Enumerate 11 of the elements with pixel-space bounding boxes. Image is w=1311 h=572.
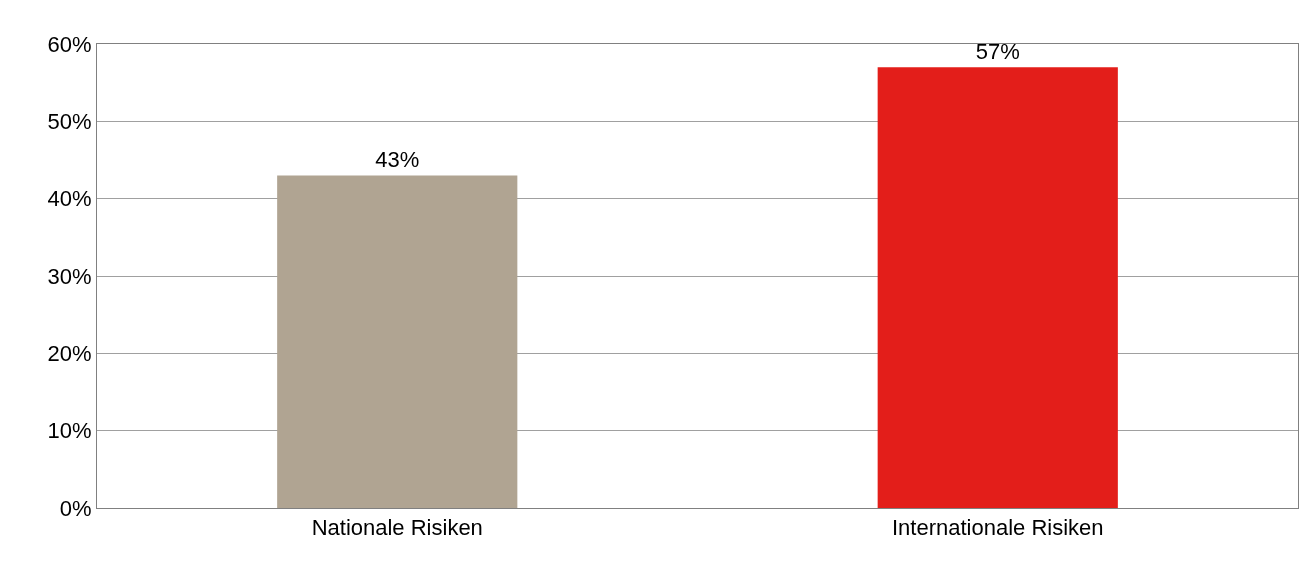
y-tick-label: 40% — [47, 186, 92, 212]
data-label: 57% — [975, 39, 1020, 65]
y-tick-label: 10% — [47, 418, 92, 444]
data-label: 43% — [375, 147, 420, 173]
x-tick-label: Internationale Risiken — [891, 515, 1104, 541]
y-tick-label: 50% — [47, 109, 92, 135]
x-tick-label: Nationale Risiken — [311, 515, 483, 541]
y-tick-label: 30% — [47, 263, 92, 289]
y-tick-label: 0% — [59, 495, 92, 521]
y-tick-label: 20% — [47, 341, 92, 367]
y-tick-label: 60% — [47, 31, 92, 57]
